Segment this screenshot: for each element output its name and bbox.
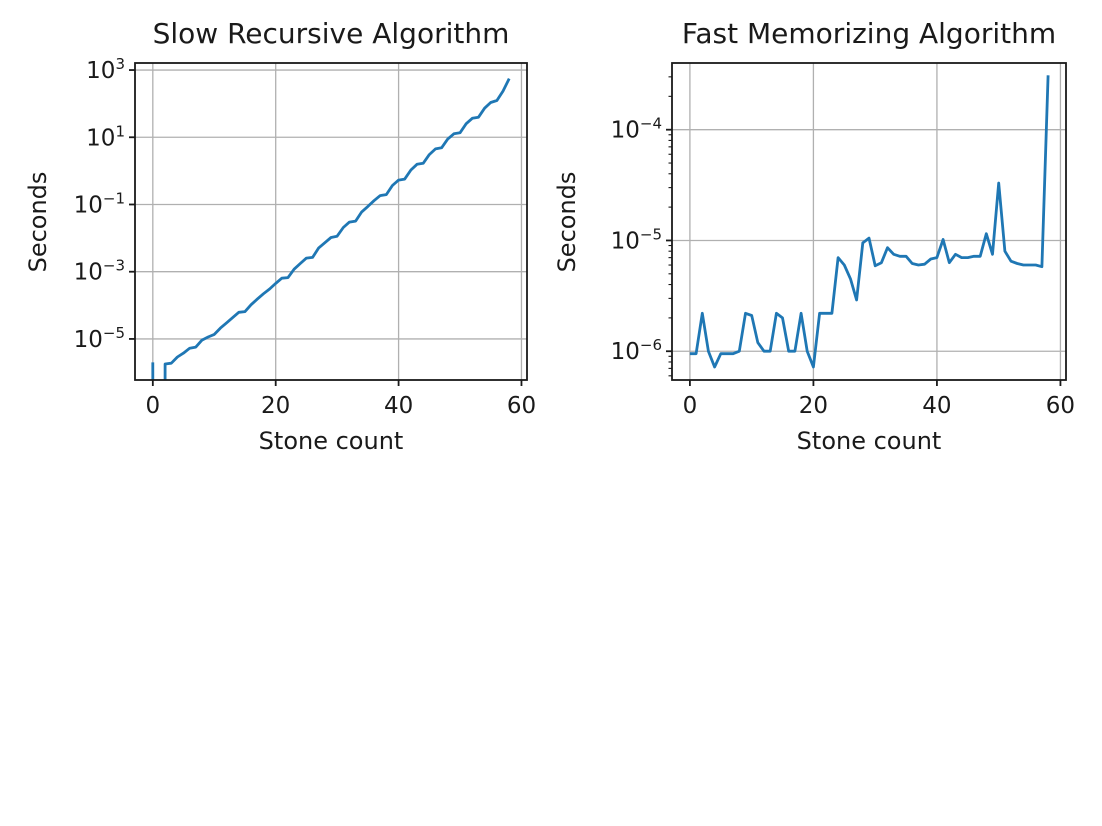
left-xaxis-label: Stone count (259, 427, 404, 455)
x-tick-label: 40 (384, 393, 413, 419)
y-tick-label: 10−5 (74, 324, 125, 353)
x-tick-label: 20 (799, 393, 828, 419)
left-yaxis-label: Seconds (24, 172, 52, 273)
axes-frame (134, 62, 528, 381)
y-tick-label: 10−3 (74, 257, 125, 286)
chart-1: 0 20 40 60 10−4 10−5 10−6 (611, 62, 1075, 419)
x-tick-label: 0 (683, 393, 698, 419)
chart-0: 0 20 40 60 103 101 10−1 10−3 10−5 (74, 55, 537, 419)
x-tick-label: 20 (261, 393, 290, 419)
x-tick-label: 0 (145, 393, 160, 419)
right-xaxis-label: Stone count (797, 427, 942, 455)
x-tick-label: 60 (1046, 393, 1075, 419)
y-tick-label: 10−6 (611, 336, 662, 365)
axes-frame (671, 62, 1067, 381)
y-tick-label: 101 (86, 122, 125, 151)
y-tick-label: 103 (86, 55, 125, 84)
y-tick-label: 10−5 (611, 225, 662, 254)
data-line (689, 75, 1050, 369)
data-line (151, 77, 511, 380)
y-tick-label: 10−4 (611, 115, 662, 144)
left-chart-title: Slow Recursive Algorithm (153, 17, 510, 50)
y-tick-label: 10−1 (74, 189, 125, 218)
right-chart-title: Fast Memorizing Algorithm (682, 17, 1056, 50)
x-tick-label: 60 (507, 393, 536, 419)
plots-layer: 0 20 40 60 103 101 10−1 10−3 10−5 0 20 40 60 10−4 10−5… (74, 55, 1075, 419)
x-tick-label: 40 (922, 393, 951, 419)
right-yaxis-label: Seconds (553, 172, 581, 273)
